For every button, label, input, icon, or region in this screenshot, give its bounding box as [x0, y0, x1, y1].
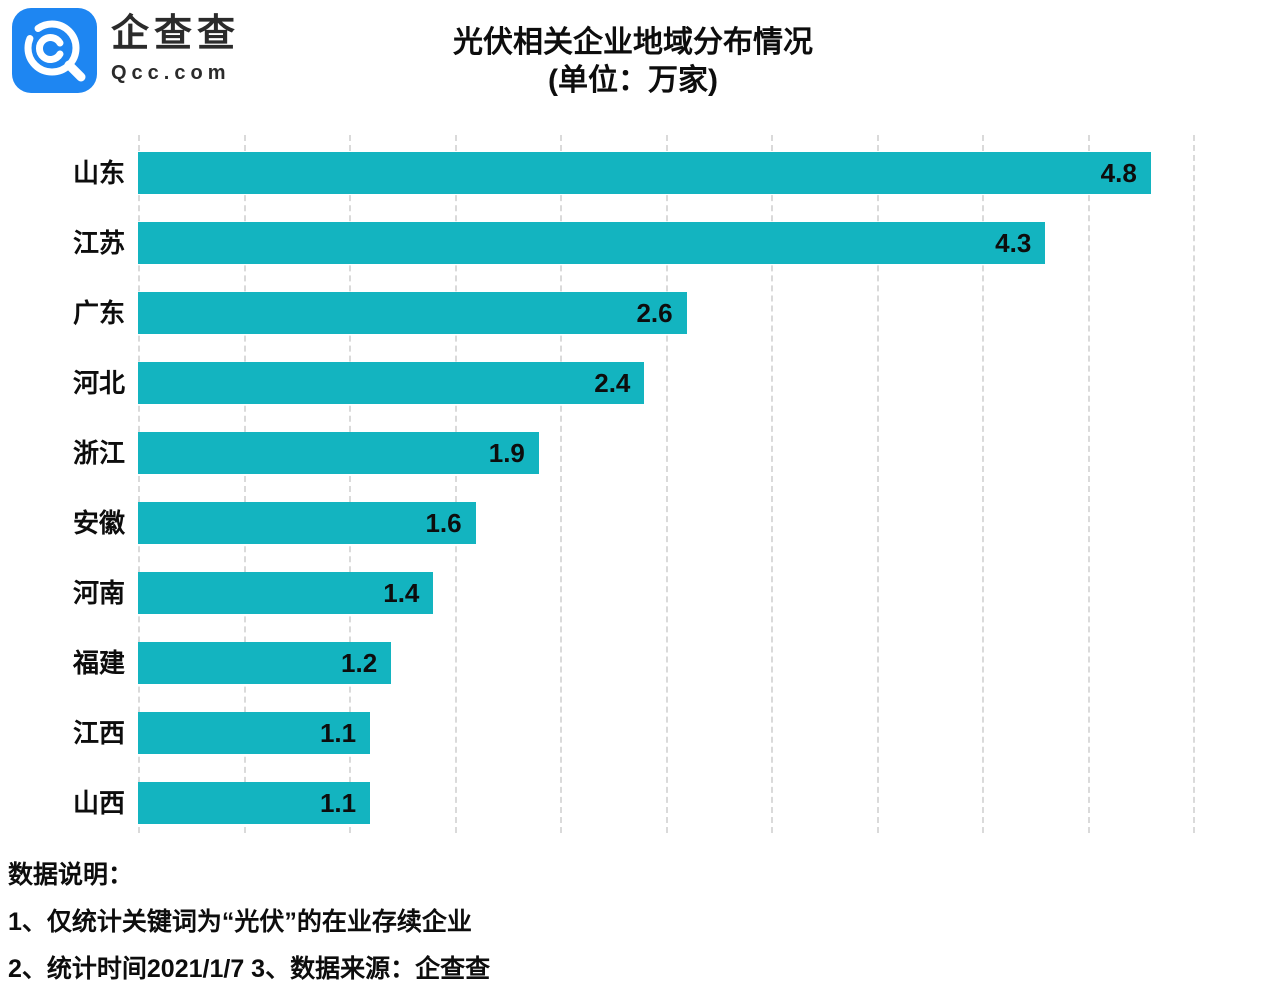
- bar-row: 福建 1.2: [0, 642, 1266, 684]
- bar-chart-plot-area: 山东 4.8 江苏 4.3 广东 2.6 河北 2.4 浙江 1.9 安徽 1.6 河南 1.4 福建 1.2…: [0, 135, 1266, 833]
- bar: 1.2: [138, 642, 392, 684]
- chart-title-block: 光伏相关企业地域分布情况 (单位：万家): [0, 24, 1266, 100]
- category-label: 江西: [72, 718, 125, 748]
- value-label: 2.6: [636, 298, 673, 328]
- bar-row: 河南 1.4: [0, 572, 1266, 614]
- bar: 2.4: [138, 362, 645, 404]
- bar: 1.6: [138, 502, 476, 544]
- value-label: 1.4: [383, 578, 420, 608]
- bar: 1.9: [138, 432, 539, 474]
- category-label: 广东: [72, 298, 125, 328]
- category-label: 安徽: [72, 508, 125, 538]
- category-label: 江苏: [72, 228, 125, 258]
- bar-row: 江苏 4.3: [0, 222, 1266, 264]
- bar: 1.1: [138, 712, 371, 754]
- gridline: [771, 135, 773, 833]
- gridline: [876, 135, 879, 833]
- qcc-magnifier-icon: [12, 8, 97, 93]
- category-label: 河北: [72, 368, 125, 398]
- note-line-2: 2、统计时间2021/1/7 3、数据来源：企查查: [8, 955, 491, 983]
- notes-heading: 数据说明：: [8, 861, 134, 889]
- bar-row: 山东 4.8: [0, 152, 1266, 194]
- gridline: [560, 135, 562, 833]
- bar: 4.3: [138, 222, 1046, 264]
- bar: 1.4: [138, 572, 434, 614]
- gridline: [665, 135, 668, 833]
- bar: 2.6: [138, 292, 687, 334]
- value-label: 1.1: [319, 718, 357, 748]
- chart-title: 光伏相关企业地域分布情况: [453, 26, 813, 59]
- note-line-1: 1、仅统计关键词为“光伏”的在业存续企业: [8, 908, 472, 936]
- value-label: 2.4: [594, 368, 631, 398]
- bar: 4.8: [138, 152, 1151, 194]
- qcc-logo: 企查查 Qcc.com: [12, 8, 240, 93]
- value-label: 4.8: [1100, 158, 1137, 188]
- category-label: 河南: [72, 578, 125, 608]
- logo-text: 企查查 Qcc.com: [111, 8, 240, 85]
- value-label: 4.3: [995, 228, 1032, 258]
- category-label: 山西: [72, 788, 125, 818]
- chart-subtitle: (单位：万家): [548, 64, 718, 97]
- bar-row: 江西 1.1: [0, 712, 1266, 754]
- value-label: 1.6: [425, 508, 462, 538]
- category-label: 浙江: [72, 438, 125, 468]
- gridline: [454, 135, 457, 833]
- bar-row: 山西 1.1: [0, 782, 1266, 824]
- gridline: [349, 135, 351, 833]
- value-label: 1.2: [341, 648, 378, 678]
- value-label: 1.1: [319, 788, 357, 818]
- data-notes: 数据说明： 1、仅统计关键词为“光伏”的在业存续企业 2、统计时间2021/1/…: [8, 852, 490, 991]
- logo-domain: Qcc.com: [111, 62, 231, 84]
- logo-name: 企查查: [111, 13, 241, 55]
- bar-row: 浙江 1.9: [0, 432, 1266, 474]
- category-label: 福建: [72, 648, 125, 678]
- gridline: [982, 135, 984, 833]
- value-label: 1.9: [488, 438, 525, 468]
- category-label: 山东: [72, 158, 125, 188]
- gridline: [1193, 135, 1195, 833]
- bar-row: 河北 2.4: [0, 362, 1266, 404]
- gridline: [1087, 135, 1090, 833]
- bar: 1.1: [138, 782, 371, 824]
- bar-row: 广东 2.6: [0, 292, 1266, 334]
- gridline: [138, 135, 140, 833]
- bar-row: 安徽 1.6: [0, 502, 1266, 544]
- gridline: [243, 135, 246, 833]
